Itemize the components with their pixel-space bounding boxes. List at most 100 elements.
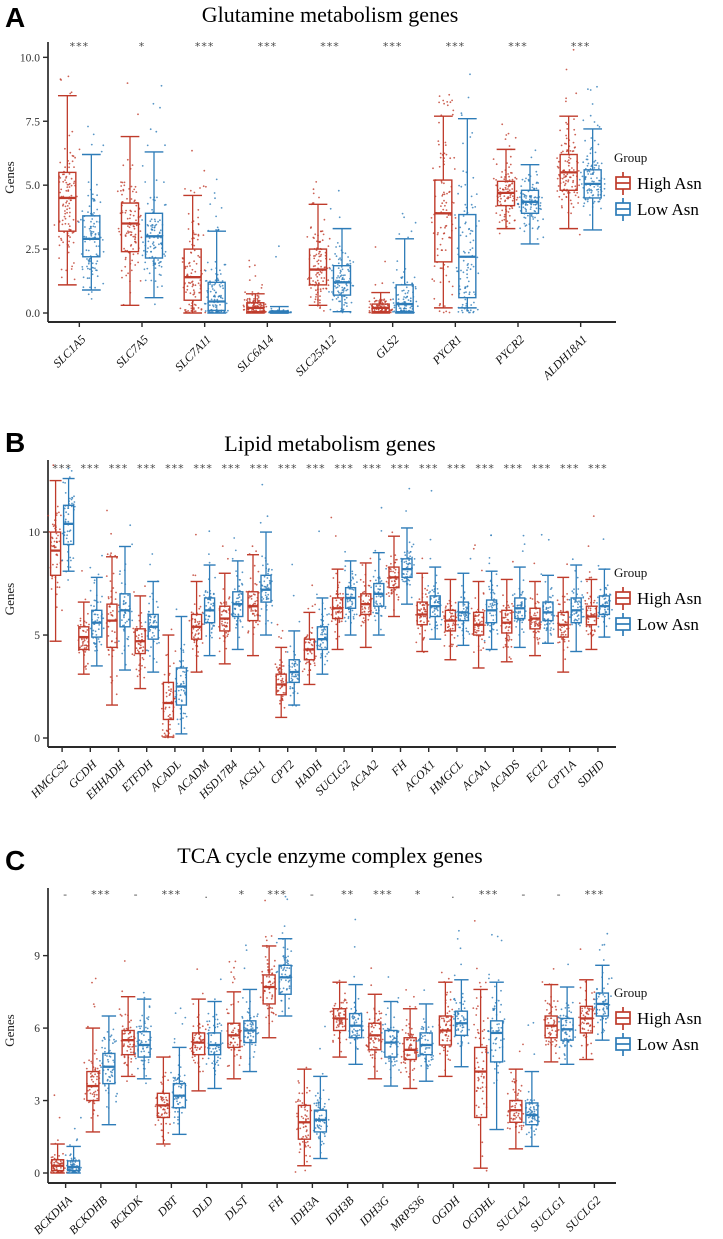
significance-label: *** <box>363 462 383 475</box>
jitter-points <box>385 531 400 611</box>
box-group-low-MRPS36 <box>415 989 435 1082</box>
boxplot-key-icon-low <box>615 198 631 221</box>
y-tick-label: 0 <box>34 733 40 745</box>
gene-label: IDH3B <box>322 1193 358 1229</box>
box-group-low-ALDH18A1 <box>578 85 606 231</box>
significance-label: *** <box>137 462 157 475</box>
jitter-points <box>131 585 147 679</box>
box-group-high-FH <box>385 531 400 618</box>
y-tick-label: 5.0 <box>26 180 41 192</box>
box-high-DLD <box>191 1032 206 1056</box>
gene-label: BCKDK <box>107 1193 146 1232</box>
gene-label: FH <box>264 1192 287 1215</box>
jitter-points <box>259 899 277 1025</box>
box-high-EHHADH <box>106 603 118 649</box>
box-group-low-DLST <box>241 944 260 1073</box>
box-group-low-HADH <box>314 530 330 675</box>
panel-b-title: Lipid metabolism genes <box>224 431 436 456</box>
box-high-ACADL <box>162 681 175 721</box>
panel-c: C TCA cycle enzyme complex genes Genes 0 3… <box>0 835 723 1239</box>
box-group-low-ACOX1 <box>427 489 443 640</box>
gene-label: MRPS36 <box>386 1193 427 1234</box>
box-high-PYCR1 <box>434 179 453 263</box>
significance-label: *** <box>162 888 182 901</box>
box-group-low-EHHADH <box>118 524 134 671</box>
box-high-IDH3B <box>332 1008 347 1032</box>
boxplot-key-icon-high <box>615 172 631 195</box>
box-low-IDH3A <box>313 1109 328 1133</box>
gene-label: SLC7A11 <box>172 332 214 374</box>
box-high-SUCLG2 <box>579 1005 594 1034</box>
box-low-SLC25A12 <box>332 265 352 296</box>
y-axis-label: Genes <box>2 583 17 616</box>
jitter-points <box>400 487 416 599</box>
box-group-high-SUCLA2 <box>506 1043 525 1150</box>
boxplot-chart-c: Genes0369BCKDHA-BCKDHB***BCKDK-DBT***DLD… <box>2 888 616 1237</box>
gene-label: SUCLG1 <box>527 1193 568 1234</box>
gene-label: ACAA2 <box>345 757 381 793</box>
box-group-low-BCKDHB <box>99 1015 118 1126</box>
box-low-BCKDHB <box>102 1052 116 1085</box>
box-group-low-FH <box>400 487 416 605</box>
box-high-BCKDK <box>121 1029 135 1056</box>
significance-label: * <box>415 888 422 901</box>
significance-label: - <box>310 888 315 901</box>
box-group-low-DLD <box>205 978 224 1090</box>
box-group-high-DLST <box>226 960 243 1080</box>
significance-label: *** <box>278 462 298 475</box>
box-high-SUCLG1 <box>544 1015 558 1039</box>
gene-label: BCKDHB <box>66 1193 110 1237</box>
box-group-low-SLC1A5 <box>77 125 105 300</box>
box-group-high-CPT1A <box>556 563 571 673</box>
box-group-high-SUCLG2 <box>578 948 596 1061</box>
box-group-low-GCDH <box>89 554 105 667</box>
boxplot-key-icon-low <box>615 1033 631 1056</box>
box-low-DLST <box>243 1020 257 1044</box>
legend-item-high-asn: High Asn <box>612 1006 722 1031</box>
significance-label: *** <box>373 888 393 901</box>
box-group-low-ACADL <box>174 608 189 735</box>
significance-label: - <box>557 888 562 901</box>
panel-c-title: TCA cycle enzyme complex genes <box>177 843 483 868</box>
significance-label: *** <box>70 40 90 53</box>
box-group-low-SUCLG2 <box>343 550 358 636</box>
gene-label: IDH3A <box>286 1193 322 1229</box>
legend-label-low-asn: Low Asn <box>637 614 699 634</box>
box-group-high-SDHD <box>584 515 599 651</box>
box-group-low-CPT2 <box>286 563 301 707</box>
box-group-low-SLC7A11 <box>203 178 229 314</box>
significance-label: * <box>139 40 146 53</box>
box-group-low-HMGCL <box>454 557 472 647</box>
significance-label: *** <box>588 462 608 475</box>
gene-label: HMGCS2 <box>27 757 71 801</box>
box-group-low-PYCR1 <box>454 73 480 314</box>
box-low-SUCLA2 <box>525 1102 539 1126</box>
gene-label: ACSL1 <box>234 757 269 792</box>
box-low-SLC7A11 <box>207 281 226 312</box>
box-group-high-BCKDK <box>118 960 136 1082</box>
gene-label: OGDHL <box>459 1193 498 1232</box>
jitter-points <box>578 85 606 216</box>
significance-label: *** <box>52 462 72 475</box>
gene-label: DLST <box>221 1192 252 1223</box>
box-group-high-SUCLG2 <box>329 516 345 651</box>
box-group-high-SLC6A14 <box>242 259 268 314</box>
box-group-low-IDH3B <box>348 918 365 1066</box>
panel-c-letter: C <box>5 845 26 876</box>
box-low-MRPS36 <box>419 1032 433 1056</box>
box-group-high-PYCR1 <box>430 93 457 314</box>
box-group-low-ACAA2 <box>370 506 387 636</box>
panel-a: A Glutamine metabolism genes Genes 0.0 2.5… <box>0 0 723 415</box>
significance-label: *** <box>109 462 129 475</box>
y-tick-label: 7.5 <box>26 116 41 128</box>
jitter-points <box>593 932 613 1036</box>
jitter-points <box>506 1043 525 1134</box>
significance-label: *** <box>165 462 185 475</box>
significance-label: *** <box>250 462 270 475</box>
box-high-SUCLA2 <box>509 1099 523 1123</box>
significance-label: *** <box>81 462 101 475</box>
jitter-points <box>141 84 167 306</box>
gene-label: SLC1A5 <box>50 332 88 370</box>
significance-label: * <box>239 888 246 901</box>
box-group-high-SUCLG1 <box>541 968 561 1063</box>
